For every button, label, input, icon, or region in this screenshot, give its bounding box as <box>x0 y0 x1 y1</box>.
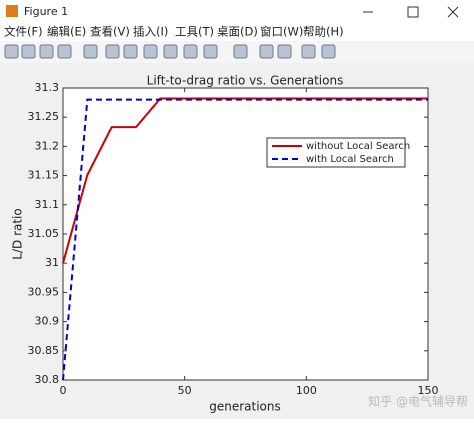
legend-label: without Local Search <box>306 141 410 152</box>
x-tick-label: 100 <box>296 384 317 397</box>
y-tick-label: 30.9 <box>35 315 60 328</box>
tool-button[interactable] <box>57 44 72 59</box>
y-tick-label: 30.8 <box>35 373 60 386</box>
tool-button[interactable] <box>105 44 120 59</box>
legend-label: with Local Search <box>306 154 394 165</box>
tool-button[interactable] <box>21 44 36 59</box>
tool-button[interactable] <box>259 44 274 59</box>
tool-button[interactable] <box>277 44 292 59</box>
watermark: 知乎 @电气辅导帮 <box>368 394 468 409</box>
axes-box <box>62 87 429 381</box>
tool-button[interactable] <box>301 44 316 59</box>
menu-item[interactable]: 桌面(D) <box>217 25 258 39</box>
tool-button[interactable] <box>123 44 138 59</box>
window-title: Figure 1 <box>24 5 68 18</box>
menu-item[interactable]: 工具(T) <box>175 25 214 39</box>
y-tick-label: 31.2 <box>35 139 60 152</box>
y-tick-label: 30.85 <box>28 344 60 357</box>
menu-item[interactable]: 文件(F) <box>4 25 43 39</box>
menu-item[interactable]: 查看(V) <box>90 25 130 39</box>
x-tick-label: 50 <box>178 384 192 397</box>
y-tick-label: 31.05 <box>28 227 60 240</box>
menu-item[interactable]: 窗口(W) <box>260 25 303 39</box>
menu-item[interactable]: 插入(I) <box>133 25 168 39</box>
x-axis-label: generations <box>209 400 281 414</box>
tool-button[interactable] <box>321 44 336 59</box>
tool-button[interactable] <box>39 44 54 59</box>
legend-box <box>266 137 406 168</box>
tool-button[interactable] <box>183 44 198 59</box>
y-tick-label: 31 <box>45 256 59 269</box>
y-tick-label: 31.25 <box>28 110 60 123</box>
data-line <box>62 98 428 381</box>
title-bar <box>0 0 474 23</box>
axes-bg <box>63 88 428 380</box>
tool-button[interactable] <box>143 44 158 59</box>
toolbar-icons <box>4 44 336 59</box>
chart-title: Lift-to-drag ratio vs. Generations <box>147 74 344 88</box>
tool-button[interactable] <box>163 44 178 59</box>
y-tick-label: 30.95 <box>28 285 60 298</box>
maximize-button[interactable] <box>407 6 419 18</box>
tool-button[interactable] <box>203 44 218 59</box>
tool-button[interactable] <box>4 44 19 59</box>
menu-bar <box>0 23 474 41</box>
y-axis-label: L/D ratio <box>11 208 25 259</box>
x-tick-label: 150 <box>418 384 439 397</box>
menu-item[interactable]: 帮助(H) <box>303 25 344 39</box>
app-icon <box>6 5 18 17</box>
tool-button[interactable] <box>83 44 98 59</box>
y-tick-label: 31.1 <box>35 198 60 211</box>
menu-item[interactable]: 编辑(E) <box>47 25 86 39</box>
tool-button[interactable] <box>233 44 248 59</box>
close-button[interactable] <box>447 6 459 18</box>
y-tick-label: 31.3 <box>35 81 60 94</box>
y-tick-label: 31.15 <box>28 169 60 182</box>
data-line <box>62 97 428 264</box>
x-tick-label: 0 <box>60 384 67 397</box>
